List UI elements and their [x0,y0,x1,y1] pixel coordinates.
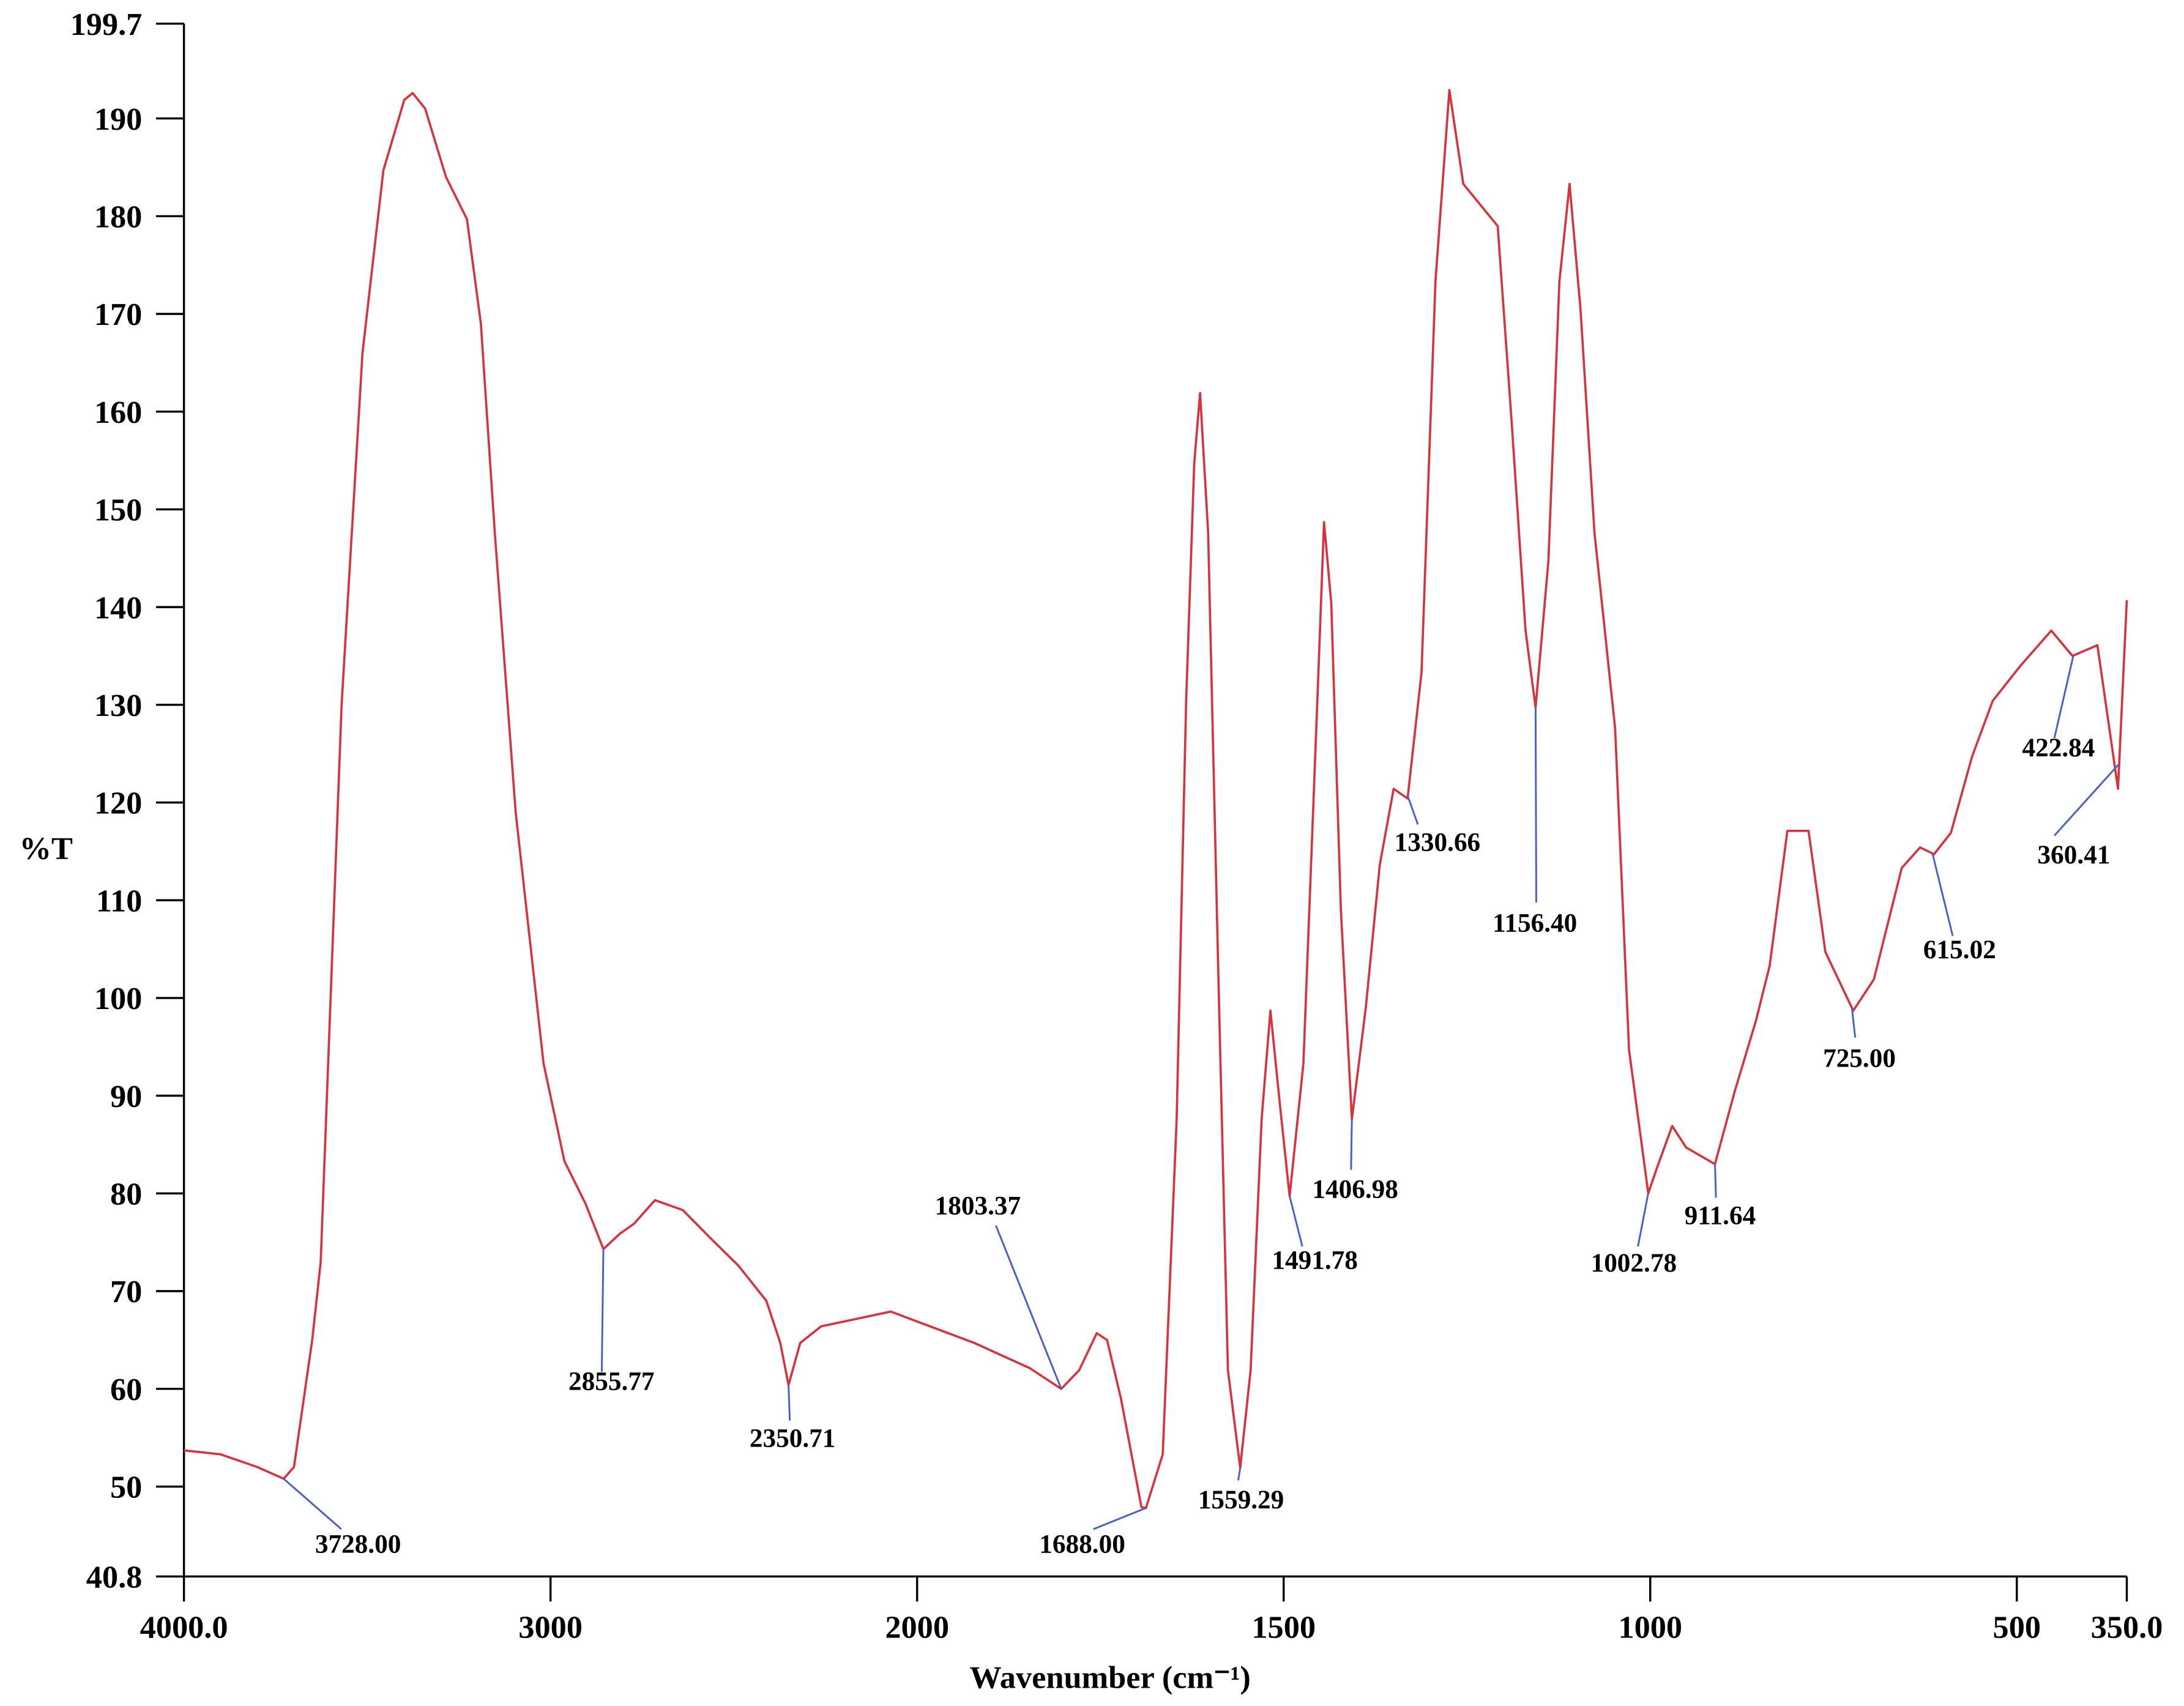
y-tick-label: 100 [94,981,143,1016]
y-tick-label: 120 [94,786,143,821]
annotation-label: 1002.78 [1591,1248,1677,1278]
spectrum-line [184,89,2128,1510]
x-tick-label: 4000.0 [140,1609,228,1645]
annotation-line [283,1478,342,1530]
x-axis-label: Wavenumber (cm⁻¹) [969,1659,1250,1695]
x-tick-label: 2000 [885,1609,949,1645]
y-tick-label: 110 [96,883,143,918]
annotation-label: 1156.40 [1493,909,1577,938]
annotation-line [1350,1119,1353,1170]
y-tick-label: 60 [110,1372,142,1407]
annotation-label: 1330.66 [1395,828,1481,857]
x-tick-label: 3000 [518,1609,583,1645]
y-tick-label: 170 [94,297,143,332]
annotation-label: 725.00 [1823,1043,1896,1073]
annotation-line [2053,655,2074,739]
annotation-line [788,1385,791,1421]
annotation-label: 2350.71 [750,1424,836,1453]
y-tick-label: 50 [110,1470,142,1505]
y-tick-label: 130 [94,688,143,723]
annotation-line [995,1225,1062,1390]
annotation-label: 1491.78 [1272,1245,1358,1275]
annotation-line [1534,707,1537,903]
annotation-line [600,1249,605,1372]
y-tick-label: 70 [110,1274,142,1309]
annotation-label: 422.84 [2022,733,2095,762]
annotation-line [1237,1467,1242,1481]
annotation-line [1931,853,1954,936]
annotation-line [1407,795,1419,825]
y-axis-label: %T [20,831,73,866]
annotation-line [1093,1507,1147,1530]
annotation-label: 911.64 [1685,1201,1756,1231]
y-tick-label: 190 [94,102,143,137]
annotation-line [1637,1193,1649,1247]
y-tick-label: 140 [94,590,143,625]
annotation-label: 1406.98 [1312,1174,1398,1204]
y-tick-label: 90 [110,1079,142,1114]
annotation-line [2054,763,2120,836]
annotation-label: 3728.00 [315,1530,401,1559]
annotation-label: 2855.77 [568,1366,655,1396]
annotation-label: 360.41 [2038,840,2111,870]
x-tick-label: 500 [1993,1609,2041,1645]
annotation-label: 1688.00 [1039,1530,1125,1559]
x-tick-label: 1500 [1251,1609,1316,1645]
y-tick-label: 160 [94,395,143,430]
y-tick-label: 199.7 [70,7,143,42]
annotation-label: 1803.37 [935,1191,1021,1221]
annotation-label: 1559.29 [1198,1485,1284,1514]
y-tick-label: 80 [110,1177,142,1212]
y-tick-label: 180 [94,199,143,235]
x-tick-label: 350.0 [2091,1609,2163,1645]
y-tick-label: 150 [94,493,143,528]
annotation-line [1289,1196,1303,1247]
annotation-line [1850,1007,1857,1038]
x-tick-label: 1000 [1618,1609,1682,1645]
y-tick-label: 40.8 [86,1560,143,1595]
annotation-line [1714,1164,1717,1198]
annotation-label: 615.02 [1923,935,1996,964]
